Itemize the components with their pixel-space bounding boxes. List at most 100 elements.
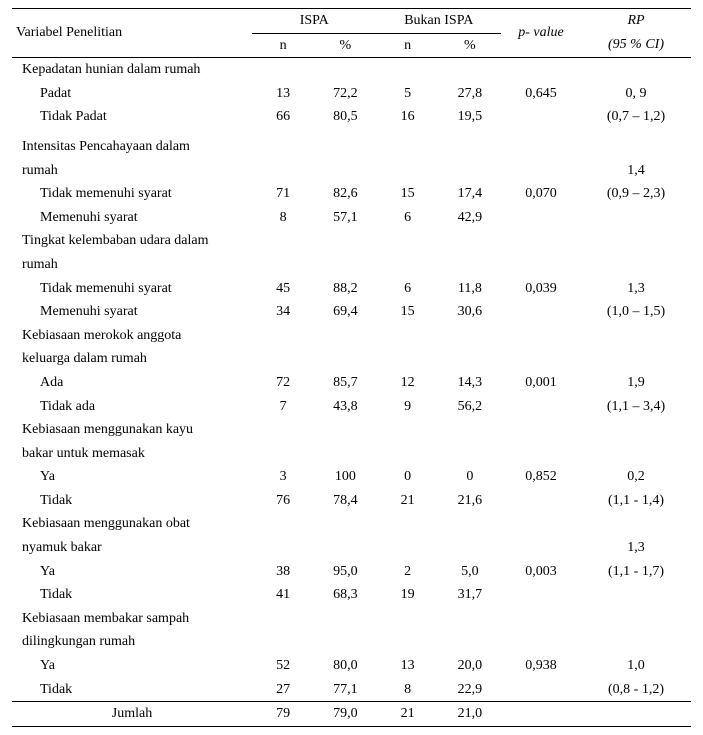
row-label: Ya	[12, 465, 252, 489]
p-value	[501, 206, 581, 230]
notispa-pct: 56,2	[439, 395, 501, 419]
notispa-pct: 0	[439, 465, 501, 489]
row-label: Memenuhi syarat	[12, 300, 252, 324]
notispa-pct: 17,4	[439, 182, 501, 206]
p-value: 0,001	[501, 371, 581, 395]
notispa-pct: 20,0	[439, 654, 501, 678]
ispa-n: 66	[252, 105, 314, 129]
notispa-pct: 22,9	[439, 678, 501, 702]
rp-value: (0,7 – 1,2)	[581, 105, 691, 129]
row-label: Ada	[12, 371, 252, 395]
group-title: Kebiasaan menggunakan obat	[12, 512, 252, 536]
rp-value: 0,2	[581, 465, 691, 489]
notispa-n: 2	[377, 560, 439, 584]
rp-value: 1,9	[581, 371, 691, 395]
notispa-pct: 11,8	[439, 277, 501, 301]
ispa-pct: 77,1	[314, 678, 376, 702]
col-rp: RP	[581, 9, 691, 34]
rp-pre	[581, 442, 691, 466]
group-title-2: rumah	[12, 159, 252, 183]
rp-value: (1,1 – 3,4)	[581, 395, 691, 419]
col-ispa: ISPA	[252, 9, 377, 34]
rp-value: (1,1 - 1,7)	[581, 560, 691, 584]
notispa-pct: 31,7	[439, 583, 501, 607]
ispa-pct: 69,4	[314, 300, 376, 324]
rp-value: 0, 9	[581, 82, 691, 106]
col-variable: Variabel Penelitian	[12, 9, 252, 58]
p-value	[501, 583, 581, 607]
ispa-pct: 57,1	[314, 206, 376, 230]
p-value	[501, 105, 581, 129]
p-value	[501, 300, 581, 324]
col-notispa-pct: %	[439, 33, 501, 58]
col-notispa: Bukan ISPA	[377, 9, 502, 34]
ispa-n: 72	[252, 371, 314, 395]
rp-pre	[581, 253, 691, 277]
notispa-n: 16	[377, 105, 439, 129]
group-title-2: dilingkungan rumah	[12, 630, 252, 654]
notispa-n: 0	[377, 465, 439, 489]
group-title: Kepadatan hunian dalam rumah	[12, 58, 252, 82]
ispa-pct: 80,5	[314, 105, 376, 129]
ispa-n: 52	[252, 654, 314, 678]
ispa-n: 71	[252, 182, 314, 206]
ispa-n: 8	[252, 206, 314, 230]
row-label: Tidak	[12, 583, 252, 607]
rp-pre	[581, 630, 691, 654]
p-value	[501, 395, 581, 419]
notispa-n: 21	[377, 489, 439, 513]
notispa-pct: 21,6	[439, 489, 501, 513]
ispa-pct: 68,3	[314, 583, 376, 607]
notispa-pct: 30,6	[439, 300, 501, 324]
group-title-2: nyamuk bakar	[12, 536, 252, 560]
total-ispa-n: 79	[252, 702, 314, 727]
ispa-n: 27	[252, 678, 314, 702]
ispa-pct: 80,0	[314, 654, 376, 678]
group-title-2: bakar untuk memasak	[12, 442, 252, 466]
row-label: Tidak ada	[12, 395, 252, 419]
rp-value	[581, 206, 691, 230]
p-value: 0,070	[501, 182, 581, 206]
col-ispa-pct: %	[314, 33, 376, 58]
ispa-n: 41	[252, 583, 314, 607]
col-ispa-n: n	[252, 33, 314, 58]
group-title: Kebiasaan merokok anggota	[12, 324, 252, 348]
col-pvalue: p- value	[501, 9, 581, 58]
group-title: Kebiasaan membakar sampah	[12, 607, 252, 631]
row-label: Memenuhi syarat	[12, 206, 252, 230]
notispa-pct: 14,3	[439, 371, 501, 395]
ispa-n: 3	[252, 465, 314, 489]
ispa-n: 13	[252, 82, 314, 106]
notispa-n: 13	[377, 654, 439, 678]
ispa-n: 7	[252, 395, 314, 419]
notispa-n: 15	[377, 300, 439, 324]
ispa-pct: 78,4	[314, 489, 376, 513]
group-title: Tingkat kelembaban udara dalam	[12, 229, 252, 253]
rp-value: 1,3	[581, 277, 691, 301]
ispa-pct: 43,8	[314, 395, 376, 419]
total-row: Jumlah7979,02121,0	[12, 702, 691, 727]
rp-value: (0,8 - 1,2)	[581, 678, 691, 702]
notispa-n: 8	[377, 678, 439, 702]
p-value: 0,938	[501, 654, 581, 678]
notispa-n: 15	[377, 182, 439, 206]
row-label: Padat	[12, 82, 252, 106]
rp-value: (1,0 – 1,5)	[581, 300, 691, 324]
ispa-pct: 72,2	[314, 82, 376, 106]
group-title-2: rumah	[12, 253, 252, 277]
col-ci: (95 % CI)	[581, 33, 691, 58]
p-value	[501, 678, 581, 702]
ispa-n: 34	[252, 300, 314, 324]
row-label: Tidak	[12, 489, 252, 513]
row-label: Ya	[12, 560, 252, 584]
row-label: Tidak Padat	[12, 105, 252, 129]
notispa-n: 9	[377, 395, 439, 419]
group-title-2: keluarga dalam rumah	[12, 347, 252, 371]
rp-value: 1,0	[581, 654, 691, 678]
p-value: 0,852	[501, 465, 581, 489]
p-value: 0,003	[501, 560, 581, 584]
total-label: Jumlah	[12, 702, 252, 727]
stats-table: Variabel Penelitian ISPA Bukan ISPA p- v…	[12, 8, 691, 727]
col-notispa-n: n	[377, 33, 439, 58]
ispa-n: 45	[252, 277, 314, 301]
